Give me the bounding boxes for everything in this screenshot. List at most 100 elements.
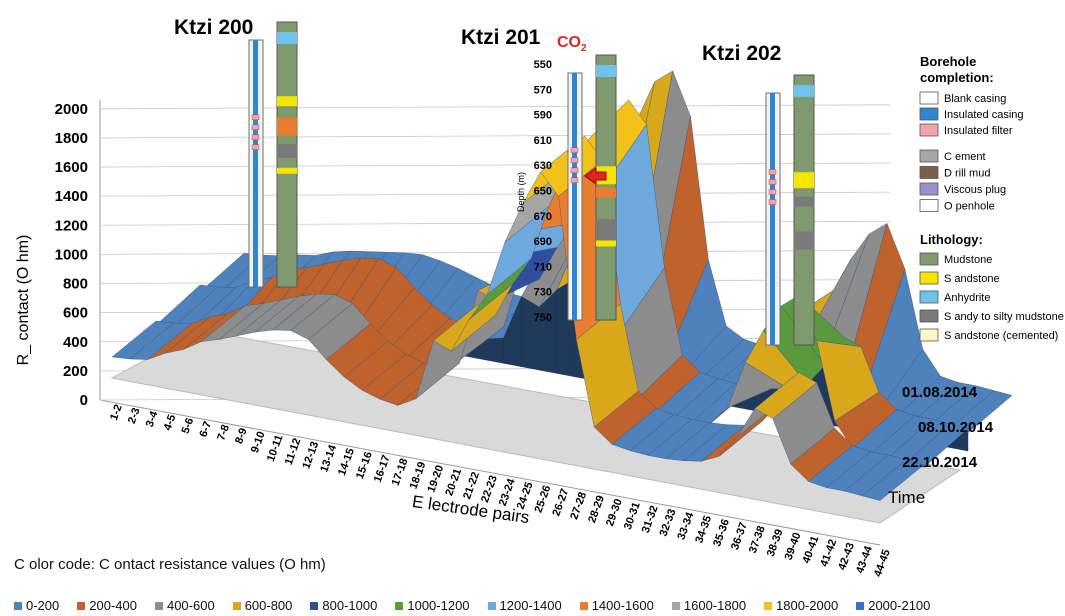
color-band-label: 1400-1600 <box>591 598 654 613</box>
y-gridline <box>99 104 891 110</box>
x-tick-label: 9-10 <box>249 430 268 455</box>
color-band-swatch <box>579 601 588 610</box>
y-tick-label: 200 <box>63 363 88 380</box>
color-code-title: C olor code: C ontact resistance values … <box>14 556 326 573</box>
x-tick-label: 21-22 <box>461 470 482 501</box>
y-tick-label: 1000 <box>55 246 88 263</box>
lithology-legend-label: S andstone (cemented) <box>944 330 1058 342</box>
x-tick-label: 43-44 <box>854 544 875 575</box>
well-title-ktzi-202: Ktzi 202 <box>702 42 781 65</box>
y-tick-label: 600 <box>63 305 88 322</box>
x-tick-label: 26-27 <box>550 487 571 518</box>
x-tick-label: 16-17 <box>372 454 393 485</box>
color-band-item: 0-200 <box>14 598 59 613</box>
x-tick-label: 30-31 <box>622 501 643 532</box>
fill-legend-label: O penhole <box>944 201 995 213</box>
anhydrite-layer <box>596 65 616 77</box>
plot-frame <box>99 100 881 546</box>
x-tick-label: 42-43 <box>836 541 857 572</box>
color-band-item: 1600-1800 <box>671 598 746 613</box>
depth-tick-label: 550 <box>534 59 552 71</box>
insulated-filter <box>768 189 777 195</box>
fill-legend-label: D rill mud <box>944 168 990 180</box>
lithology-layer <box>794 172 814 189</box>
completion-legend-label: Insulated casing <box>944 109 1024 121</box>
lithology-legend-swatch <box>919 252 939 266</box>
color-band-swatch <box>77 601 86 610</box>
color-band-label: 800-1000 <box>322 598 378 613</box>
lithology-legend-title: Lithology: <box>920 232 983 247</box>
depth-axis-label: Depth (m) <box>516 172 526 212</box>
x-tick-label: 18-19 <box>408 460 429 491</box>
color-band-swatch <box>671 601 680 610</box>
x-tick-label: 28-29 <box>586 494 607 525</box>
time-tick-label: 08.10.2014 <box>918 419 994 436</box>
lithology-legend-swatch <box>919 328 939 342</box>
x-tick-label: 23-24 <box>497 476 518 507</box>
x-tick-label: 1-2 <box>108 403 125 422</box>
y-tick-label: 1800 <box>55 130 88 147</box>
fill-legend-label: C ement <box>944 151 986 163</box>
y-tick-label: 800 <box>63 276 88 293</box>
lithology-legend-label: S andstone <box>944 273 1000 285</box>
completion-legend-title-line1: Borehole <box>920 54 976 69</box>
y-gridline <box>99 162 891 168</box>
y-tick-label: 1400 <box>55 188 88 205</box>
insulated-filter <box>251 144 260 150</box>
fill-legend-swatch <box>919 199 939 212</box>
insulated-filter <box>251 134 260 140</box>
fill-legend-swatch <box>919 166 939 179</box>
x-tick-label: 40-41 <box>800 534 821 565</box>
x-tick-label: 8-9 <box>233 427 250 446</box>
color-band-label: 1200-1400 <box>499 598 562 613</box>
lithology-legend-label: Anhydrite <box>944 292 990 304</box>
insulated-filter <box>768 199 777 205</box>
time-axis-ticks: 01.08.2014 08.10.2014 22.10.2014 <box>902 384 994 471</box>
x-tick-label: 27-28 <box>568 491 589 522</box>
insulated-filter <box>570 157 579 163</box>
x-tick-label: 13-14 <box>318 443 339 474</box>
depth-tick-label: 590 <box>534 110 552 122</box>
lithology-layer <box>277 167 297 174</box>
surface-cell <box>861 459 925 501</box>
fill-legend-swatch <box>919 149 939 163</box>
time-axis-label: Time <box>888 488 925 507</box>
depth-tick-label: 610 <box>534 135 552 147</box>
color-band-label: 1800-2000 <box>776 598 839 613</box>
floor-edge <box>99 399 881 546</box>
color-band-swatch <box>14 601 22 610</box>
color-band-swatch <box>232 601 241 610</box>
x-tick-label: 29-30 <box>604 497 625 528</box>
y-tick-label: 400 <box>63 334 88 351</box>
well-ktzi-200 <box>248 21 298 288</box>
insulated-filter <box>251 124 260 130</box>
x-tick-label: 37-38 <box>747 524 768 555</box>
completion-legend-swatch <box>919 107 939 121</box>
well-ktzi-202 <box>765 74 815 346</box>
co2-marker: CO2 <box>557 34 587 54</box>
color-band-item: 200-400 <box>77 598 137 613</box>
y-tick-label: 0 <box>80 392 88 409</box>
y-gridline <box>99 191 891 197</box>
well-title-ktzi-201: Ktzi 201 <box>461 26 541 49</box>
x-tick-label: 11-12 <box>283 437 304 467</box>
color-band-item: 1000-1200 <box>395 598 470 613</box>
insulated-filter <box>570 177 579 183</box>
insulated-filter <box>570 147 579 153</box>
x-tick-label: 5-6 <box>180 416 197 435</box>
depth-tick-label: 730 <box>534 287 552 299</box>
color-band-legend: 0-200 200-400 400-600 600-800 800-1000 1000-1… <box>14 598 930 613</box>
y-gridline <box>99 249 891 255</box>
x-tick-label: 44-45 <box>872 548 893 579</box>
insulated-casing <box>253 40 258 287</box>
color-band-item: 2000-2100 <box>856 598 930 613</box>
time-tick-label: 22.10.2014 <box>902 454 978 471</box>
x-tick-label: 4-5 <box>162 413 179 432</box>
x-tick-label: 36-37 <box>729 521 750 552</box>
color-band-swatch <box>856 601 865 610</box>
x-tick-label: 12-13 <box>300 440 321 471</box>
x-tick-label: 19-20 <box>425 464 446 495</box>
lithology-legend-label: Mudstone <box>944 254 992 266</box>
color-band-item: 1800-2000 <box>764 598 838 613</box>
